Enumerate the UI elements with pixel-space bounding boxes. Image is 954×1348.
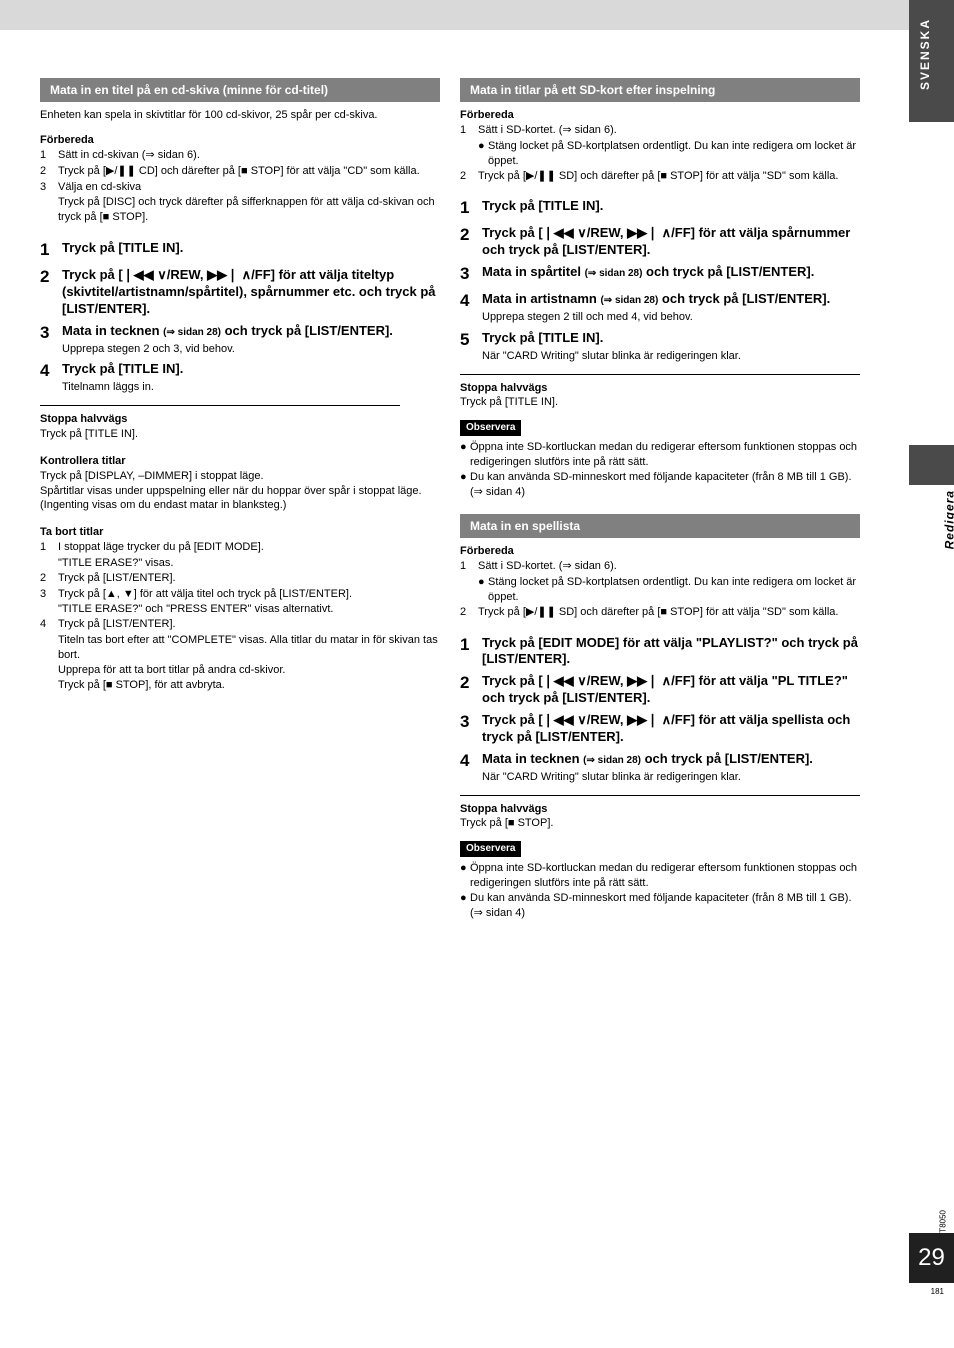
prep-list-left: 1Sätt in cd-skivan (⇒ sidan 6). 2Tryck p…: [40, 148, 440, 225]
step: 2Tryck på [❘◀◀ ∨/REW, ▶▶❘ ∧/FF] för att …: [40, 266, 440, 318]
step-title: Tryck på [TITLE IN].: [62, 240, 440, 257]
prep-sub: ●Stäng locket på SD-kortplatsen ordentli…: [478, 575, 860, 605]
prep-item: 1Sätt i SD-kortet. (⇒ sidan 6).: [460, 123, 860, 138]
step: 4Mata in artistnamn (⇒ sidan 28) och try…: [460, 290, 860, 325]
side-tab: SVENSKA: [909, 0, 954, 122]
step: 2Tryck på [❘◀◀ ∨/REW, ▶▶❘ ∧/FF] för att …: [460, 224, 860, 259]
step-title: Mata in tecknen (⇒ sidan 28) och tryck p…: [482, 751, 860, 768]
step-note: När "CARD Writing" slutar blinka är redi…: [482, 770, 860, 785]
step: 4Mata in tecknen (⇒ sidan 28) och tryck …: [460, 750, 860, 785]
intro-text: Enheten kan spela in skivtitlar för 100 …: [40, 108, 440, 123]
step: 2Tryck på [❘◀◀ ∨/REW, ▶▶❘ ∧/FF] för att …: [460, 672, 860, 707]
del-item: 3Tryck på [▲, ▼] för att välja titel och…: [40, 587, 440, 602]
prep-label: Förbereda: [40, 133, 440, 148]
observe-label: Observera: [460, 420, 521, 436]
section-tab-marker: [909, 445, 954, 485]
del-sub: Tryck på [■ STOP], för att avbryta.: [58, 678, 440, 693]
steps-right: 1Tryck på [TITLE IN]. 2Tryck på [❘◀◀ ∨/R…: [460, 197, 860, 363]
section-header-sd-title: Mata in titlar på ett SD-kort efter insp…: [460, 78, 860, 102]
abs-page-number: 181: [931, 1287, 944, 1296]
observe-block: Observera ●Öppna inte SD-kortluckan meda…: [460, 841, 860, 921]
prep-sub: ●Stäng locket på SD-kortplatsen ordentli…: [478, 139, 860, 169]
prep-item: 2Tryck på [▶/❚❚ SD] och därefter på [■ S…: [460, 169, 860, 184]
divider: [460, 374, 860, 375]
check-text: Spårtitlar visas under uppspelning eller…: [40, 484, 440, 514]
step-title: Mata in artistnamn (⇒ sidan 28) och tryc…: [482, 291, 860, 308]
prep-item: 3Välja en cd-skiva: [40, 180, 440, 195]
check-heading: Kontrollera titlar: [40, 454, 440, 469]
prep-item: Tryck på [DISC] och tryck därefter på si…: [40, 195, 440, 225]
prep-list-right: 1Sätt i SD-kortet. (⇒ sidan 6). ●Stäng l…: [460, 123, 860, 183]
prep-item: 2Tryck på [▶/❚❚ SD] och därefter på [■ S…: [460, 605, 860, 620]
step: 1Tryck på [TITLE IN].: [40, 239, 440, 262]
lang-label: SVENSKA: [918, 18, 932, 90]
prep-label: Förbereda: [460, 544, 860, 559]
step-title: Mata in spårtitel (⇒ sidan 28) och tryck…: [482, 264, 860, 281]
prep-label: Förbereda: [460, 108, 860, 123]
stop-text: Tryck på [TITLE IN].: [460, 395, 860, 410]
step-title: Tryck på [TITLE IN].: [62, 361, 440, 378]
step: 5Tryck på [TITLE IN].När "CARD Writing" …: [460, 329, 860, 364]
steps-left: 1Tryck på [TITLE IN]. 2Tryck på [❘◀◀ ∨/R…: [40, 239, 440, 395]
observe-label: Observera: [460, 841, 521, 857]
step-note: När "CARD Writing" slutar blinka är redi…: [482, 349, 860, 364]
section-header-playlist: Mata in en spellista: [460, 514, 860, 538]
step: 3Mata in spårtitel (⇒ sidan 28) och tryc…: [460, 263, 860, 286]
stop-heading: Stoppa halvvägs: [460, 802, 860, 817]
steps-playlist: 1Tryck på [EDIT MODE] för att välja "PLA…: [460, 634, 860, 785]
stop-text: Tryck på [TITLE IN].: [40, 427, 440, 442]
del-item: 2Tryck på [LIST/ENTER].: [40, 571, 440, 586]
top-bar: [0, 0, 954, 30]
section-header-cd-title: Mata in en titel på en cd-skiva (minne f…: [40, 78, 440, 102]
step-note: Titelnamn läggs in.: [62, 380, 440, 395]
del-sub: Upprepa för att ta bort titlar på andra …: [58, 663, 440, 678]
step-title: Tryck på [TITLE IN].: [482, 330, 860, 347]
page-number: 29: [909, 1233, 954, 1283]
step-note: Upprepa stegen 2 till och med 4, vid beh…: [482, 310, 860, 325]
delete-list: 1I stoppat läge trycker du på [EDIT MODE…: [40, 540, 440, 692]
del-sub: "TITLE ERASE?" och "PRESS ENTER" visas a…: [58, 602, 440, 617]
del-sub: Titeln tas bort efter att "COMPLETE" vis…: [58, 633, 440, 663]
prep-list-playlist: 1Sätt i SD-kortet. (⇒ sidan 6). ●Stäng l…: [460, 559, 860, 619]
divider: [40, 405, 400, 406]
step-title: Tryck på [❘◀◀ ∨/REW, ▶▶❘ ∧/FF] för att v…: [482, 225, 860, 259]
left-column: Mata in en titel på en cd-skiva (minne f…: [40, 78, 440, 922]
step-title: Tryck på [❘◀◀ ∨/REW, ▶▶❘ ∧/FF] för att v…: [482, 712, 860, 746]
obs-item: ●Öppna inte SD-kortluckan medan du redig…: [460, 440, 860, 470]
step-title: Tryck på [❘◀◀ ∨/REW, ▶▶❘ ∧/FF] för att v…: [62, 267, 440, 318]
del-sub: "TITLE ERASE?" visas.: [58, 556, 440, 571]
stop-heading: Stoppa halvvägs: [460, 381, 860, 396]
obs-item: ●Du kan använda SD-minneskort med följan…: [460, 891, 860, 921]
step: 4Tryck på [TITLE IN].Titelnamn läggs in.: [40, 360, 440, 395]
step-title: Tryck på [EDIT MODE] för att välja "PLAY…: [482, 635, 860, 669]
page-content: Mata in en titel på en cd-skiva (minne f…: [0, 30, 954, 922]
lang-tab: SVENSKA: [909, 0, 954, 122]
section-label: Redigera: [942, 490, 954, 549]
step-title: Mata in tecknen (⇒ sidan 28) och tryck p…: [62, 323, 440, 340]
step: 1Tryck på [EDIT MODE] för att välja "PLA…: [460, 634, 860, 669]
step-title: Tryck på [❘◀◀ ∨/REW, ▶▶❘ ∧/FF] för att v…: [482, 673, 860, 707]
step-title: Tryck på [TITLE IN].: [482, 198, 860, 215]
step: 3Mata in tecknen (⇒ sidan 28) och tryck …: [40, 322, 440, 357]
prep-item: 2Tryck på [▶/❚❚ CD] och därefter på [■ S…: [40, 164, 440, 179]
stop-heading: Stoppa halvvägs: [40, 412, 440, 427]
prep-item: 1Sätt in cd-skivan (⇒ sidan 6).: [40, 148, 440, 163]
step: 1Tryck på [TITLE IN].: [460, 197, 860, 220]
step: 3Tryck på [❘◀◀ ∨/REW, ▶▶❘ ∧/FF] för att …: [460, 711, 860, 746]
obs-item: ●Öppna inte SD-kortluckan medan du redig…: [460, 861, 860, 891]
del-item: 4Tryck på [LIST/ENTER].: [40, 617, 440, 632]
prep-item: 1Sätt i SD-kortet. (⇒ sidan 6).: [460, 559, 860, 574]
observe-block: Observera ●Öppna inte SD-kortluckan meda…: [460, 420, 860, 500]
check-text: Tryck på [DISPLAY, –DIMMER] i stoppat lä…: [40, 469, 440, 484]
step-note: Upprepa stegen 2 och 3, vid behov.: [62, 342, 440, 357]
divider: [460, 795, 860, 796]
obs-item: ●Du kan använda SD-minneskort med följan…: [460, 470, 860, 500]
right-column: Mata in titlar på ett SD-kort efter insp…: [460, 78, 860, 922]
del-item: 1I stoppat läge trycker du på [EDIT MODE…: [40, 540, 440, 555]
stop-text: Tryck på [■ STOP].: [460, 816, 860, 831]
delete-heading: Ta bort titlar: [40, 525, 440, 540]
